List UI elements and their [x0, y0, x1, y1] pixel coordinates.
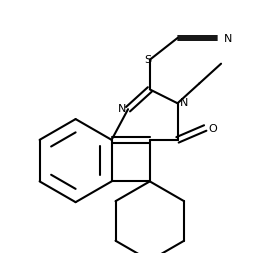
Text: N: N — [118, 104, 126, 114]
Text: N: N — [179, 98, 188, 108]
Text: N: N — [224, 34, 232, 44]
Text: S: S — [144, 55, 151, 65]
Text: O: O — [208, 123, 217, 133]
